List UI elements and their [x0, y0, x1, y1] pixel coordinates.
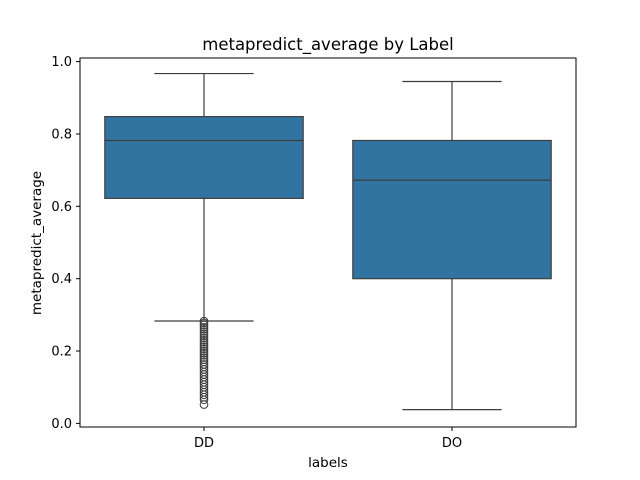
- y-axis-label: metapredict_average: [29, 171, 45, 315]
- plot-area: [104, 72, 552, 411]
- outlier-point-dd: [199, 346, 209, 356]
- y-tick-label: 0.6: [51, 200, 72, 215]
- outlier-point-dd: [199, 335, 209, 345]
- chart-title: metapredict_average by Label: [202, 35, 454, 55]
- outlier-point-dd: [199, 344, 209, 354]
- outlier-point-dd: [199, 318, 209, 328]
- outlier-point-dd: [199, 329, 209, 338]
- iqr-box-dd: [104, 116, 304, 199]
- plot-frame: [79, 57, 577, 428]
- x-tick-label-do: DO: [442, 436, 462, 451]
- outlier-point-dd: [199, 390, 209, 400]
- y-axis: 0.0 0.2 0.4 0.6 0.8 1.0: [51, 55, 80, 432]
- outlier-point-dd: [199, 351, 209, 360]
- outlier-point-dd: [199, 327, 209, 336]
- x-axis-label: labels: [308, 455, 348, 471]
- y-tick-label: 0.2: [51, 345, 72, 360]
- outlier-point-dd: [199, 340, 209, 349]
- x-tick-label-dd: DD: [194, 436, 214, 451]
- box-do: [352, 80, 552, 411]
- outlier-point-dd: [199, 322, 209, 332]
- box-dd: [104, 72, 304, 409]
- y-tick-label: 0.8: [51, 127, 72, 142]
- outlier-point-dd: [199, 400, 209, 409]
- y-tick-label: 0.0: [51, 417, 72, 432]
- outlier-point-dd: [199, 395, 209, 405]
- iqr-box-do: [352, 139, 552, 280]
- outlier-point-dd: [199, 353, 209, 362]
- outlier-point-dd: [199, 325, 209, 334]
- y-tick-label: 0.4: [51, 272, 72, 287]
- outlier-point-dd: [199, 348, 209, 358]
- outlier-point-dd: [199, 320, 209, 330]
- outlier-point-dd: [199, 342, 209, 351]
- outlier-point-dd: [199, 338, 209, 347]
- x-axis: DD DO: [194, 427, 462, 451]
- outlier-point-dd: [199, 331, 209, 341]
- outlier-point-dd: [199, 333, 209, 343]
- y-tick-label: 1.0: [51, 55, 72, 70]
